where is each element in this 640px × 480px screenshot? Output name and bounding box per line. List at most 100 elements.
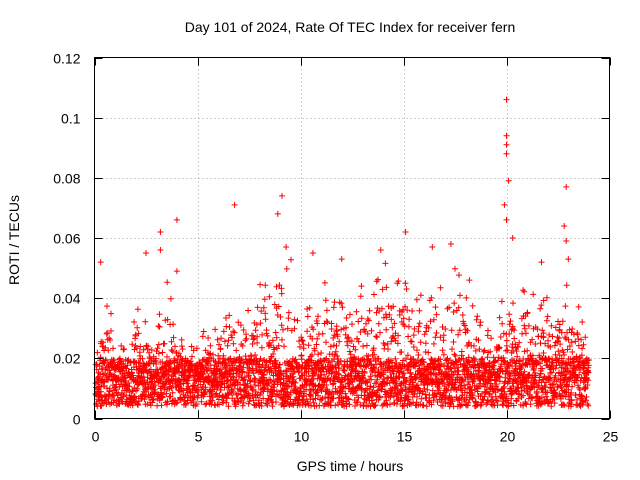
data-point <box>433 393 440 400</box>
data-point <box>157 229 164 235</box>
data-point <box>400 315 407 322</box>
data-point <box>548 322 555 329</box>
data-point <box>430 316 437 323</box>
x-tick-labels: 0 5 10 15 20 25 <box>92 429 619 445</box>
data-point <box>409 379 416 386</box>
data-point <box>281 343 287 350</box>
data-point <box>503 150 510 157</box>
data-point <box>580 341 587 348</box>
data-point <box>584 375 590 382</box>
data-point <box>496 378 503 385</box>
data-point <box>309 396 316 403</box>
data-point <box>158 394 165 401</box>
data-point <box>415 352 422 358</box>
data-point <box>216 341 222 348</box>
data-point <box>430 340 437 347</box>
data-point <box>474 401 481 408</box>
data-point <box>489 396 496 403</box>
y-tick-label: 0.1 <box>61 111 81 127</box>
data-point <box>319 383 325 390</box>
data-point <box>346 348 353 355</box>
data-point <box>425 349 432 356</box>
data-point <box>276 361 283 368</box>
data-point <box>563 183 570 190</box>
data-point <box>356 370 363 377</box>
data-point <box>108 327 114 334</box>
data-point <box>343 315 350 321</box>
data-point <box>515 395 521 402</box>
data-point <box>304 328 311 335</box>
data-point <box>249 365 256 372</box>
data-point <box>336 338 343 345</box>
data-point <box>545 337 551 344</box>
data-point <box>96 398 103 405</box>
data-point <box>410 356 417 362</box>
data-point <box>155 323 162 330</box>
data-point <box>323 382 330 388</box>
data-point <box>373 333 379 340</box>
data-point <box>368 397 375 404</box>
data-point <box>575 342 582 349</box>
data-point <box>249 341 256 347</box>
data-point <box>337 357 344 364</box>
data-point <box>375 355 382 362</box>
data-point <box>136 349 143 356</box>
data-point <box>345 334 352 341</box>
data-point <box>566 343 573 350</box>
data-point <box>579 393 585 400</box>
data-point <box>568 397 575 404</box>
data-point <box>392 355 399 362</box>
data-point <box>433 330 440 336</box>
data-point <box>275 303 282 310</box>
data-point <box>173 268 180 275</box>
data-point <box>447 241 454 247</box>
data-point <box>511 327 518 334</box>
data-point <box>449 398 456 405</box>
data-point <box>383 284 390 291</box>
data-point <box>339 304 346 311</box>
data-point <box>496 344 503 351</box>
data-point <box>338 326 345 333</box>
data-point <box>315 392 321 399</box>
data-point <box>104 385 110 392</box>
data-point <box>104 303 110 310</box>
data-point <box>247 377 254 384</box>
data-point <box>371 351 378 358</box>
data-point <box>529 395 536 402</box>
data-point <box>295 396 302 403</box>
data-point <box>457 292 463 299</box>
data-point <box>156 323 163 330</box>
data-point <box>323 339 329 346</box>
data-point <box>185 383 192 390</box>
data-point <box>352 403 358 409</box>
data-point <box>212 326 219 333</box>
data-point <box>428 401 435 408</box>
data-point <box>269 390 276 397</box>
data-point <box>405 396 412 403</box>
data-point <box>318 350 325 356</box>
data-point <box>438 360 445 367</box>
data-point <box>466 277 473 284</box>
data-point <box>348 372 355 379</box>
data-point <box>328 320 335 327</box>
data-point <box>442 326 449 332</box>
data-point <box>360 375 367 382</box>
data-point <box>240 327 247 333</box>
data-point <box>170 334 177 341</box>
data-point <box>524 347 531 354</box>
data-point <box>321 279 328 286</box>
data-point <box>142 393 149 400</box>
data-point <box>358 315 365 322</box>
data-point <box>217 345 224 352</box>
data-point <box>513 348 520 355</box>
data-point <box>153 355 159 362</box>
data-point <box>242 337 249 344</box>
data-point <box>146 349 153 356</box>
data-point <box>188 343 195 350</box>
data-point <box>339 402 346 408</box>
data-point <box>559 318 566 325</box>
data-point <box>409 308 416 314</box>
data-point <box>400 370 407 376</box>
data-point <box>290 376 297 383</box>
data-point <box>304 313 311 320</box>
